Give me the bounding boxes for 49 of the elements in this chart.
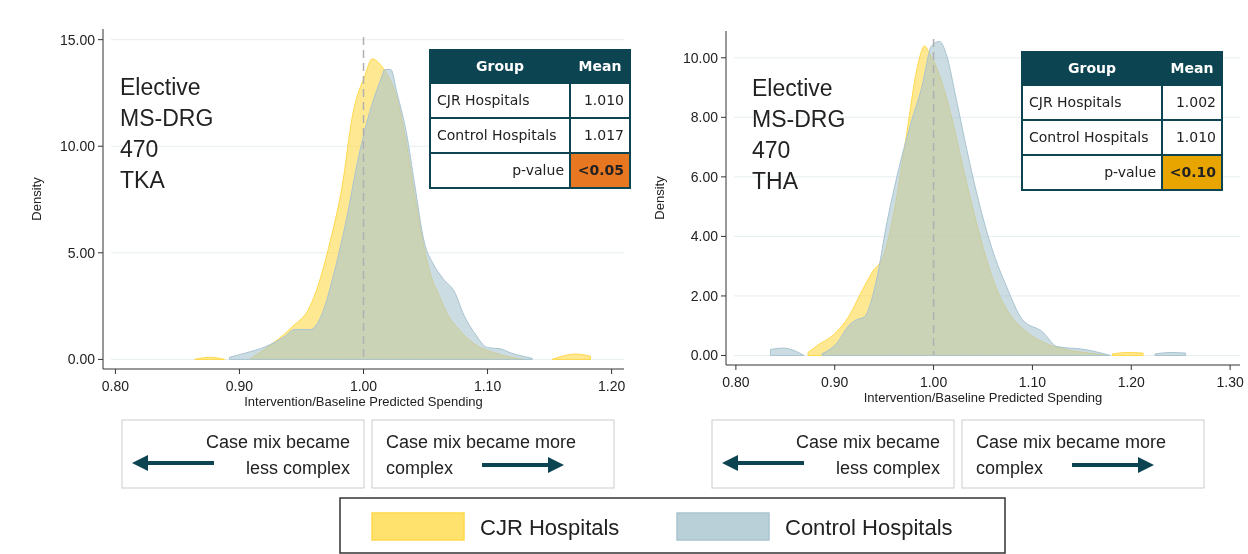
annotation: Group xyxy=(1067,60,1117,77)
annotation: 1.010 xyxy=(583,92,624,109)
y-tick-label: 5.00 xyxy=(67,244,96,261)
annotation: Control Hospitals xyxy=(1029,129,1149,146)
x-axis-title: Intervention/Baseline Predicted Spending xyxy=(244,394,483,409)
annotation: Group xyxy=(475,58,525,75)
annotation: Mean xyxy=(1170,60,1214,77)
text: Case mix became more complex xyxy=(976,432,1167,478)
legend-label: CJR Hospitals xyxy=(480,514,620,540)
annotation: 1.002 xyxy=(1175,94,1216,111)
y-axis-title: Density xyxy=(652,175,667,220)
x-axis-title: Intervention/Baseline Predicted Spending xyxy=(863,390,1103,405)
x-tick-label: 0.90 xyxy=(821,374,849,390)
annotation: <0.10 xyxy=(1169,164,1217,181)
y-tick-label: 8.00 xyxy=(690,109,719,126)
y-tick-label: 2.00 xyxy=(690,287,719,304)
annotation: p-value xyxy=(512,162,564,179)
y-tick-label: 10.00 xyxy=(59,138,96,155)
text: Case mix became less complex xyxy=(795,432,940,478)
annotation: Control Hospitals xyxy=(437,127,557,144)
annotation: <0.05 xyxy=(577,162,624,179)
x-tick-label: 0.80 xyxy=(101,378,130,394)
y-tick-label: 10.00 xyxy=(682,49,719,66)
x-tick-label: 1.10 xyxy=(473,378,502,394)
y-tick-label: 0.00 xyxy=(67,351,96,368)
text: Case mix became more complex xyxy=(386,432,577,478)
annotation: 1.017 xyxy=(583,127,624,144)
annotation: Elective MS-DRG 470 THA xyxy=(752,75,846,194)
x-tick-label: 1.20 xyxy=(1117,374,1146,390)
x-tick-label: 1.20 xyxy=(597,378,626,394)
y-axis-title: Density xyxy=(29,176,44,221)
annotation: p-value xyxy=(1104,164,1156,181)
y-tick-label: 6.00 xyxy=(690,168,719,185)
y-tick-label: 4.00 xyxy=(690,228,719,245)
y-tick-label: 0.00 xyxy=(690,347,719,364)
x-tick-label: 1.10 xyxy=(1018,374,1047,390)
x-tick-label: 1.30 xyxy=(1216,374,1244,390)
annotation: CJR Hospitals xyxy=(437,92,530,109)
y-tick-label: 15.00 xyxy=(59,31,96,48)
annotation: Mean xyxy=(578,58,622,75)
text: Case mix became less complex xyxy=(205,432,350,478)
annotation: CJR Hospitals xyxy=(1029,94,1122,111)
legend-label: Control Hospitals xyxy=(785,514,953,540)
annotation: Elective MS-DRG 470 TKA xyxy=(120,74,214,193)
x-tick-label: 1.00 xyxy=(919,374,948,390)
annotation: 1.010 xyxy=(1175,129,1216,146)
x-tick-label: 0.90 xyxy=(225,378,254,394)
x-tick-label: 1.00 xyxy=(349,378,378,394)
x-tick-label: 0.80 xyxy=(722,374,750,390)
